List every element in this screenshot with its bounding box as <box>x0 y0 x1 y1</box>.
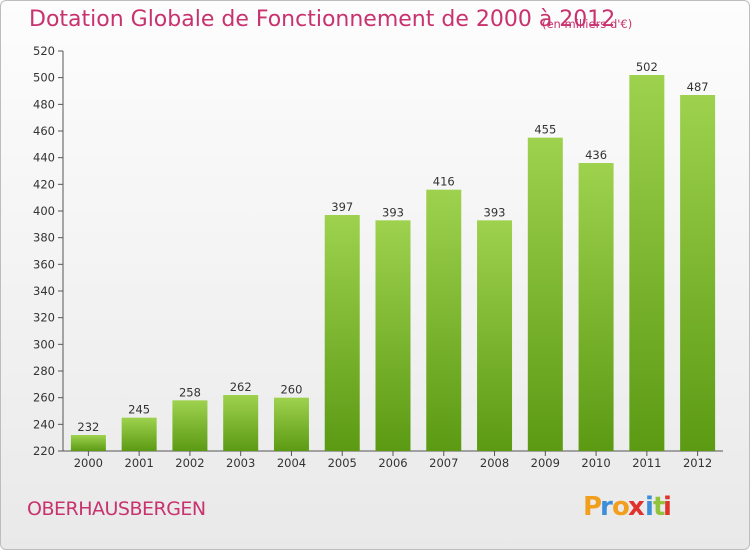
x-tick-label: 2003 <box>226 456 255 470</box>
y-tick-label: 340 <box>33 284 55 298</box>
value-label-2010: 436 <box>585 148 607 162</box>
logo-letter: t <box>653 492 665 522</box>
value-label-2012: 487 <box>687 80 709 94</box>
value-label-2000: 232 <box>77 420 99 434</box>
data-labels: 232 245 258 262 260 397 393 416 393 455 436 502 487 <box>77 60 708 434</box>
value-label-2008: 393 <box>484 205 506 219</box>
bar-2007 <box>426 189 462 451</box>
y-tick-label: 360 <box>33 257 55 271</box>
x-tick-label: 2009 <box>531 456 560 470</box>
bars <box>70 75 716 451</box>
x-tick-label: 2004 <box>277 456 306 470</box>
x-tick-label: 2008 <box>480 456 509 470</box>
commune-name: OBERHAUSBERGEN <box>27 498 206 520</box>
value-label-2005: 397 <box>331 200 353 214</box>
bar-2010 <box>578 163 614 451</box>
logo-letter: x <box>628 492 645 522</box>
x-tick-label: 2001 <box>125 456 154 470</box>
x-tick-label: 2007 <box>429 456 458 470</box>
bar-2000 <box>70 435 106 451</box>
bar-2001 <box>121 417 157 451</box>
y-tick-label: 520 <box>33 44 55 58</box>
bar-2009 <box>527 137 563 451</box>
x-tick-label: 2010 <box>581 456 610 470</box>
bar-2012 <box>680 95 716 451</box>
bar-2006 <box>375 220 411 451</box>
y-tick-label: 440 <box>33 151 55 165</box>
y-tick-label: 480 <box>33 97 55 111</box>
value-label-2011: 502 <box>636 60 658 74</box>
chart-title: Dotation Globale de Fonctionnement de 20… <box>29 7 616 32</box>
y-tick-label: 500 <box>33 71 55 85</box>
bar-2011 <box>629 75 665 451</box>
logo-letter: o <box>612 492 630 522</box>
y-tick-label: 240 <box>33 417 55 431</box>
x-tick-label: 2005 <box>328 456 357 470</box>
proxiti-logo: Pr ox i ti <box>583 492 672 522</box>
y-tick-label: 380 <box>33 231 55 245</box>
y-tick-label: 420 <box>33 177 55 191</box>
x-tick-label: 2002 <box>175 456 204 470</box>
y-tick-label: 300 <box>33 337 55 351</box>
value-label-2002: 258 <box>179 385 201 399</box>
logo-letter: i <box>663 492 672 522</box>
y-tick-label: 320 <box>33 311 55 325</box>
value-label-2007: 416 <box>433 175 455 189</box>
logo-letter: P <box>583 492 602 522</box>
y-tick-label: 280 <box>33 364 55 378</box>
value-label-2001: 245 <box>128 403 150 417</box>
y-tick-label: 220 <box>33 444 55 458</box>
bar-2003 <box>223 395 259 451</box>
x-tick-label: 2006 <box>378 456 407 470</box>
x-tick-label: 2011 <box>632 456 661 470</box>
bar-2005 <box>324 215 360 451</box>
y-tick-label: 260 <box>33 391 55 405</box>
value-label-2006: 393 <box>382 205 404 219</box>
x-tick-label: 2000 <box>74 456 103 470</box>
chart-unit-label: (en milliers d'€) <box>542 17 633 31</box>
logo-letter: r <box>600 492 613 522</box>
value-label-2004: 260 <box>280 383 302 397</box>
bar-2008 <box>477 220 513 451</box>
x-tick-label: 2012 <box>683 456 712 470</box>
value-label-2003: 262 <box>230 380 252 394</box>
axes: 220 240 260 280 300 320 340 360 380 400 420 440 460 4… <box>33 44 723 470</box>
y-tick-label: 460 <box>33 124 55 138</box>
value-label-2009: 455 <box>534 123 556 137</box>
bar-2004 <box>273 397 309 451</box>
bar-2002 <box>172 400 208 451</box>
logo-letter: i <box>645 492 654 522</box>
y-tick-label: 400 <box>33 204 55 218</box>
